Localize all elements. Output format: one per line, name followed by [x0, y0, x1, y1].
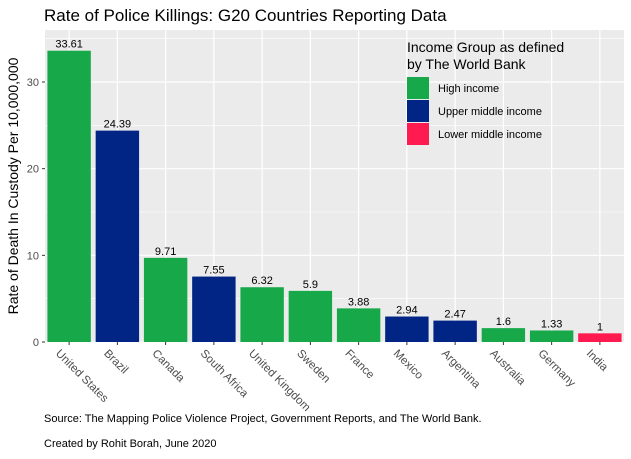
credit-caption: Created by Rohit Borah, June 2020: [44, 438, 217, 450]
x-tick-label: South Africa: [198, 348, 251, 401]
bar: [481, 328, 526, 342]
bar: [578, 333, 622, 342]
data-label: 24.39: [104, 119, 132, 131]
bar: [529, 330, 574, 342]
x-tick-label: Australia: [487, 348, 528, 389]
bar: [288, 290, 333, 342]
data-label: 2.94: [396, 305, 417, 317]
bar: [95, 130, 140, 342]
data-label: 3.88: [348, 296, 369, 308]
data-label: 1: [597, 321, 603, 333]
bar: [192, 276, 236, 342]
legend-label: High income: [438, 83, 499, 95]
data-label: 6.32: [251, 275, 272, 287]
bar: [433, 320, 477, 342]
x-tick-label: Brazil: [101, 348, 130, 377]
x-tick-label: Canada: [150, 348, 187, 385]
legend-label: Upper middle income: [438, 106, 542, 118]
data-label: 1.33: [541, 318, 562, 330]
data-label: 2.47: [444, 309, 465, 321]
data-label: 9.71: [155, 246, 176, 258]
legend-label: Lower middle income: [438, 129, 542, 141]
y-tick-label: 0: [33, 337, 39, 349]
data-label: 5.9: [303, 279, 318, 291]
legend-swatch: [407, 77, 429, 99]
y-tick-label: 30: [27, 77, 39, 89]
y-axis-label: Rate of Death In Custody Per 10,000,000: [5, 57, 21, 314]
x-tick-label: Sweden: [294, 348, 332, 386]
y-tick-label: 10: [27, 250, 39, 262]
data-label: 33.61: [55, 39, 83, 51]
legend-swatch: [407, 123, 429, 145]
bar: [240, 287, 284, 342]
legend-swatch: [407, 100, 429, 122]
chart-title: Rate of Police Killings: G20 Countries R…: [44, 6, 447, 25]
x-tick-label: India: [584, 348, 611, 375]
x-tick-label: Argentina: [439, 348, 483, 392]
x-tick-label: Mexico: [391, 348, 425, 382]
x-tick-label: France: [343, 348, 377, 382]
bar: [385, 316, 429, 342]
legend-title: Income Group as defined: [407, 39, 564, 55]
legend-title: by The World Bank: [407, 56, 527, 72]
source-caption: Source: The Mapping Police Violence Proj…: [44, 413, 482, 425]
y-tick-label: 20: [27, 164, 39, 176]
bar: [47, 50, 91, 343]
bar: [143, 257, 188, 342]
bar: [336, 308, 381, 342]
data-label: 7.55: [203, 265, 224, 277]
x-tick-label: Germany: [536, 348, 578, 390]
data-label: 1.6: [496, 316, 511, 328]
